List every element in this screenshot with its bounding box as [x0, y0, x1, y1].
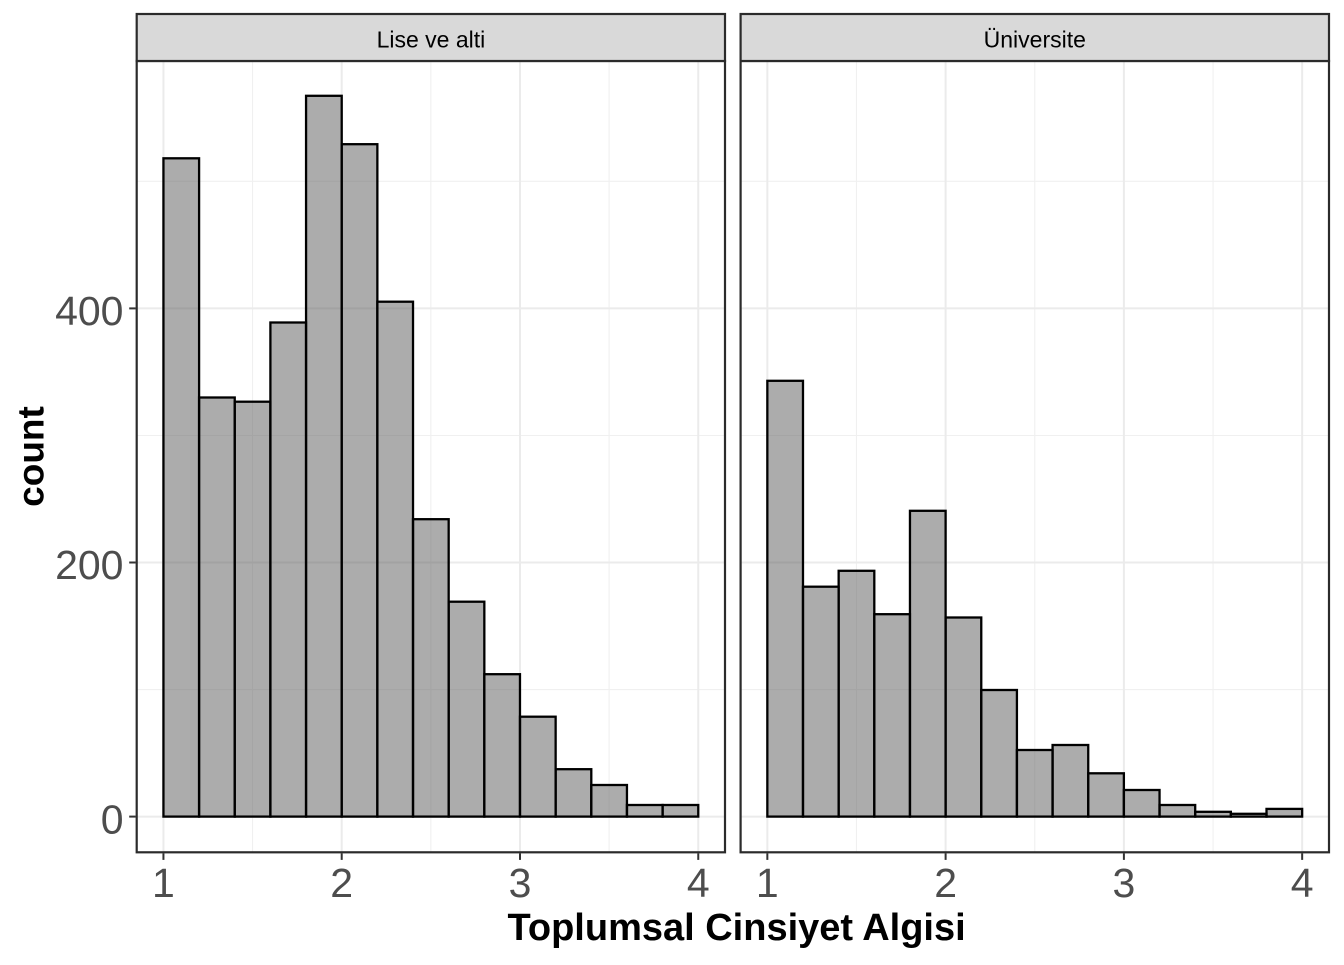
svg-text:4: 4 — [1291, 860, 1314, 906]
svg-text:200: 200 — [55, 542, 123, 588]
svg-text:1: 1 — [756, 860, 779, 906]
svg-text:Lise ve alti: Lise ve alti — [377, 26, 486, 52]
svg-text:3: 3 — [509, 860, 532, 906]
svg-text:400: 400 — [55, 288, 123, 334]
svg-text:Üniversite: Üniversite — [984, 26, 1086, 52]
svg-text:1: 1 — [152, 860, 175, 906]
svg-text:Toplumsal Cinsiyet Algisi: Toplumsal Cinsiyet Algisi — [507, 907, 965, 949]
svg-text:3: 3 — [1112, 860, 1135, 906]
svg-text:4: 4 — [687, 860, 710, 906]
svg-text:0: 0 — [101, 796, 124, 842]
svg-text:count: count — [11, 406, 52, 507]
svg-text:2: 2 — [934, 860, 957, 906]
svg-text:2: 2 — [330, 860, 353, 906]
